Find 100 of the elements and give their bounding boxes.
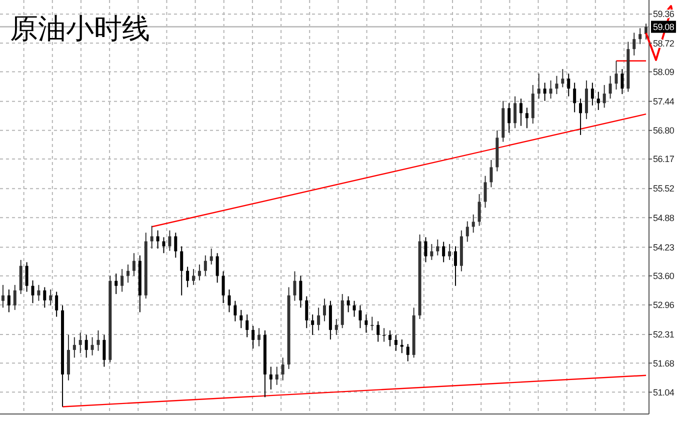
candlestick — [102, 334, 106, 368]
candlestick — [525, 107, 528, 129]
candlestick — [210, 248, 213, 265]
candlestick — [25, 262, 28, 292]
candlestick — [13, 284, 16, 310]
candlestick — [311, 314, 314, 336]
candlestick — [364, 314, 368, 334]
text: 原油小时线 — [10, 12, 150, 45]
candlestick — [198, 264, 201, 281]
candlestick — [442, 241, 446, 263]
y-tick-label: 52.96 — [653, 300, 674, 310]
candlestick — [549, 80, 552, 100]
candlestick — [281, 357, 284, 381]
candlestick — [424, 236, 428, 263]
y-tick-label: 57.44 — [653, 96, 674, 106]
candlestick — [608, 75, 612, 100]
candlestick — [43, 286, 46, 308]
y-tick-label: 52.31 — [653, 330, 674, 340]
candlestick — [555, 75, 558, 95]
candlestick — [78, 332, 82, 354]
candlestick — [258, 328, 261, 347]
y-tick-label: 58.09 — [653, 66, 674, 77]
candlestick — [222, 270, 225, 304]
candlestick — [352, 300, 356, 318]
candlestick — [358, 304, 362, 329]
candlestick — [614, 60, 618, 90]
candlestick — [234, 300, 237, 322]
ref-line-label: 59.08 — [653, 22, 674, 32]
candlestick — [156, 230, 160, 250]
candlestick — [305, 296, 308, 329]
candlestick — [382, 328, 386, 342]
y-tick-label: 54.88 — [653, 212, 674, 223]
candlestick — [317, 307, 320, 331]
candlestick — [293, 270, 296, 302]
candlestick — [376, 320, 380, 342]
candlestick — [269, 366, 272, 390]
candlestick — [638, 28, 642, 45]
candlestick — [114, 273, 118, 295]
candlestick — [472, 214, 475, 234]
candlestick — [406, 344, 410, 362]
candlestick — [150, 225, 154, 250]
candlestick — [174, 232, 178, 258]
candlestick — [55, 291, 58, 318]
candlestick — [31, 280, 34, 304]
candlestick — [228, 288, 231, 313]
candlestick — [192, 268, 196, 286]
candlestick — [346, 296, 350, 313]
candlestick — [323, 298, 326, 322]
candlestick — [126, 264, 130, 284]
candlestick — [436, 238, 440, 256]
candlestick — [454, 246, 457, 286]
candlestick — [216, 252, 219, 284]
candlestick — [72, 336, 76, 358]
candlestick — [602, 84, 606, 108]
candlestick — [448, 244, 452, 260]
candlestick — [537, 73, 540, 100]
candlestick — [484, 175, 487, 208]
candlestick — [84, 334, 88, 358]
candlestick — [90, 336, 94, 356]
candlestick — [180, 246, 184, 296]
candlestick — [162, 236, 166, 254]
candlestick — [186, 266, 190, 288]
candlestick — [394, 334, 398, 352]
candlestick — [388, 330, 392, 347]
y-tick-label: 53.60 — [653, 271, 674, 281]
candlestick — [567, 73, 570, 97]
candlestick — [246, 314, 249, 338]
candlestick — [252, 325, 255, 350]
y-tick-label: 51.68 — [653, 358, 674, 368]
candlestick — [96, 330, 100, 352]
candlestick — [466, 220, 469, 242]
candlestick — [240, 309, 243, 329]
candlestick — [168, 230, 172, 252]
y-tick-label: 55.52 — [653, 184, 674, 194]
candlestick — [478, 194, 481, 226]
candlestick — [275, 366, 278, 386]
candlestick — [37, 284, 40, 302]
candlestick — [596, 91, 600, 110]
candlestick — [590, 82, 594, 106]
candlestick — [7, 288, 10, 313]
candlestick — [299, 275, 302, 308]
y-tick-label: 51.04 — [653, 387, 674, 398]
candlestick — [514, 96, 517, 129]
candlestick — [620, 68, 624, 95]
candlestick — [579, 98, 582, 136]
candlestick — [543, 82, 546, 102]
candlestick — [430, 244, 434, 260]
candlestick — [49, 288, 52, 306]
candlestick — [490, 159, 493, 188]
candlestick — [1, 284, 4, 308]
y-tick-label: 54.23 — [653, 242, 674, 252]
candlestick — [334, 318, 338, 336]
candlestick — [632, 32, 636, 56]
candlestick — [370, 316, 374, 331]
candlestick — [573, 82, 576, 113]
candlestick — [120, 268, 124, 292]
candlestick — [561, 68, 564, 88]
candlestick — [519, 98, 522, 126]
candlestick — [204, 254, 207, 276]
candlestick — [508, 102, 511, 134]
